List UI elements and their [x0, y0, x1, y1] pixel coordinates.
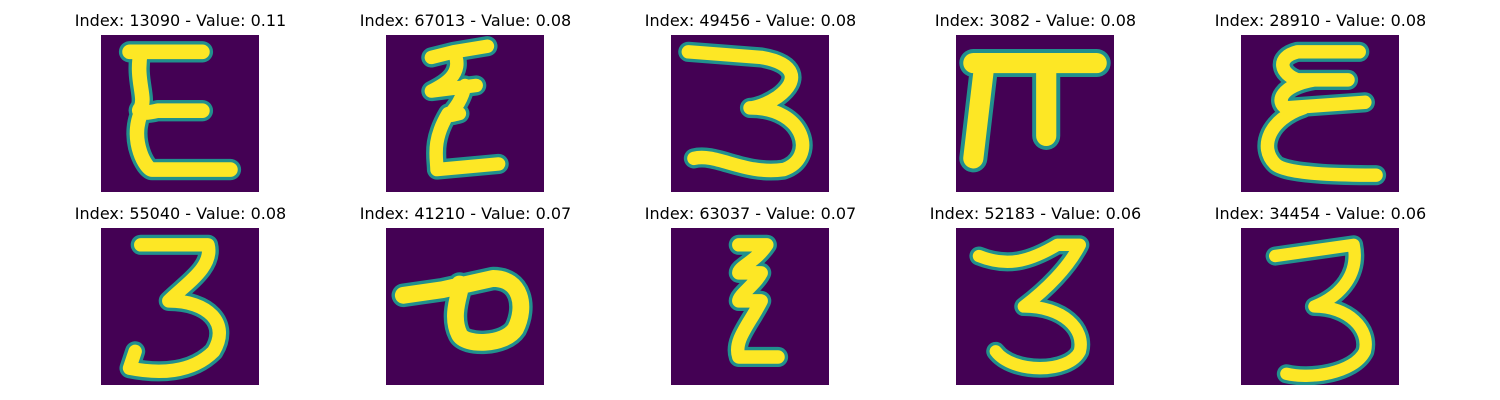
- digit-image: [1241, 35, 1399, 192]
- glyph-zigzag-small: [727, 234, 789, 368]
- digit-image: [671, 35, 829, 192]
- glyph-epsilon: [1257, 41, 1387, 186]
- glyph-pi: [959, 49, 1111, 173]
- panel-title: Index: 28910 - Value: 0.08: [1214, 11, 1427, 30]
- glyph-three: [119, 234, 230, 382]
- digit-image: [671, 228, 829, 385]
- panel-title: Index: 67013 - Value: 0.08: [359, 11, 572, 30]
- digit-image: [386, 35, 544, 192]
- glyph-three-wide: [678, 41, 813, 181]
- panel-title: Index: 52183 - Value: 0.06: [929, 204, 1142, 223]
- panel-2: Index: 49456 - Value: 0.08: [608, 0, 893, 192]
- panel-7: Index: 63037 - Value: 0.07: [608, 193, 893, 385]
- glyph-e-curly: [118, 41, 242, 181]
- glyph-loop-p: [391, 266, 533, 355]
- panel-title: Index: 34454 - Value: 0.06: [1214, 204, 1427, 223]
- panel-title: Index: 55040 - Value: 0.08: [74, 204, 287, 223]
- digit-image: [1241, 228, 1399, 385]
- glyph-three: [969, 235, 1091, 378]
- panel-8: Index: 52183 - Value: 0.06: [893, 193, 1178, 385]
- panel-4: Index: 28910 - Value: 0.08: [1178, 0, 1463, 192]
- glyph-three-tall: [1265, 235, 1376, 385]
- panel-title: Index: 63037 - Value: 0.07: [644, 204, 857, 223]
- panel-6: Index: 41210 - Value: 0.07: [323, 193, 608, 385]
- digit-image: [956, 228, 1114, 385]
- digit-image: [101, 228, 259, 385]
- digit-image: [956, 35, 1114, 192]
- glyph-zigzag: [421, 36, 509, 180]
- panel-title: Index: 13090 - Value: 0.11: [74, 11, 287, 30]
- panel-title: Index: 41210 - Value: 0.07: [359, 204, 572, 223]
- panel-0: Index: 13090 - Value: 0.11: [38, 0, 323, 192]
- digit-image: [386, 228, 544, 385]
- panel-3: Index: 3082 - Value: 0.08: [893, 0, 1178, 192]
- panel-title: Index: 49456 - Value: 0.08: [644, 11, 857, 30]
- panel-9: Index: 34454 - Value: 0.06: [1178, 193, 1463, 385]
- panel-5: Index: 55040 - Value: 0.08: [38, 193, 323, 385]
- digit-image: [101, 35, 259, 192]
- panel-1: Index: 67013 - Value: 0.08: [323, 0, 608, 192]
- panel-title: Index: 3082 - Value: 0.08: [934, 11, 1137, 30]
